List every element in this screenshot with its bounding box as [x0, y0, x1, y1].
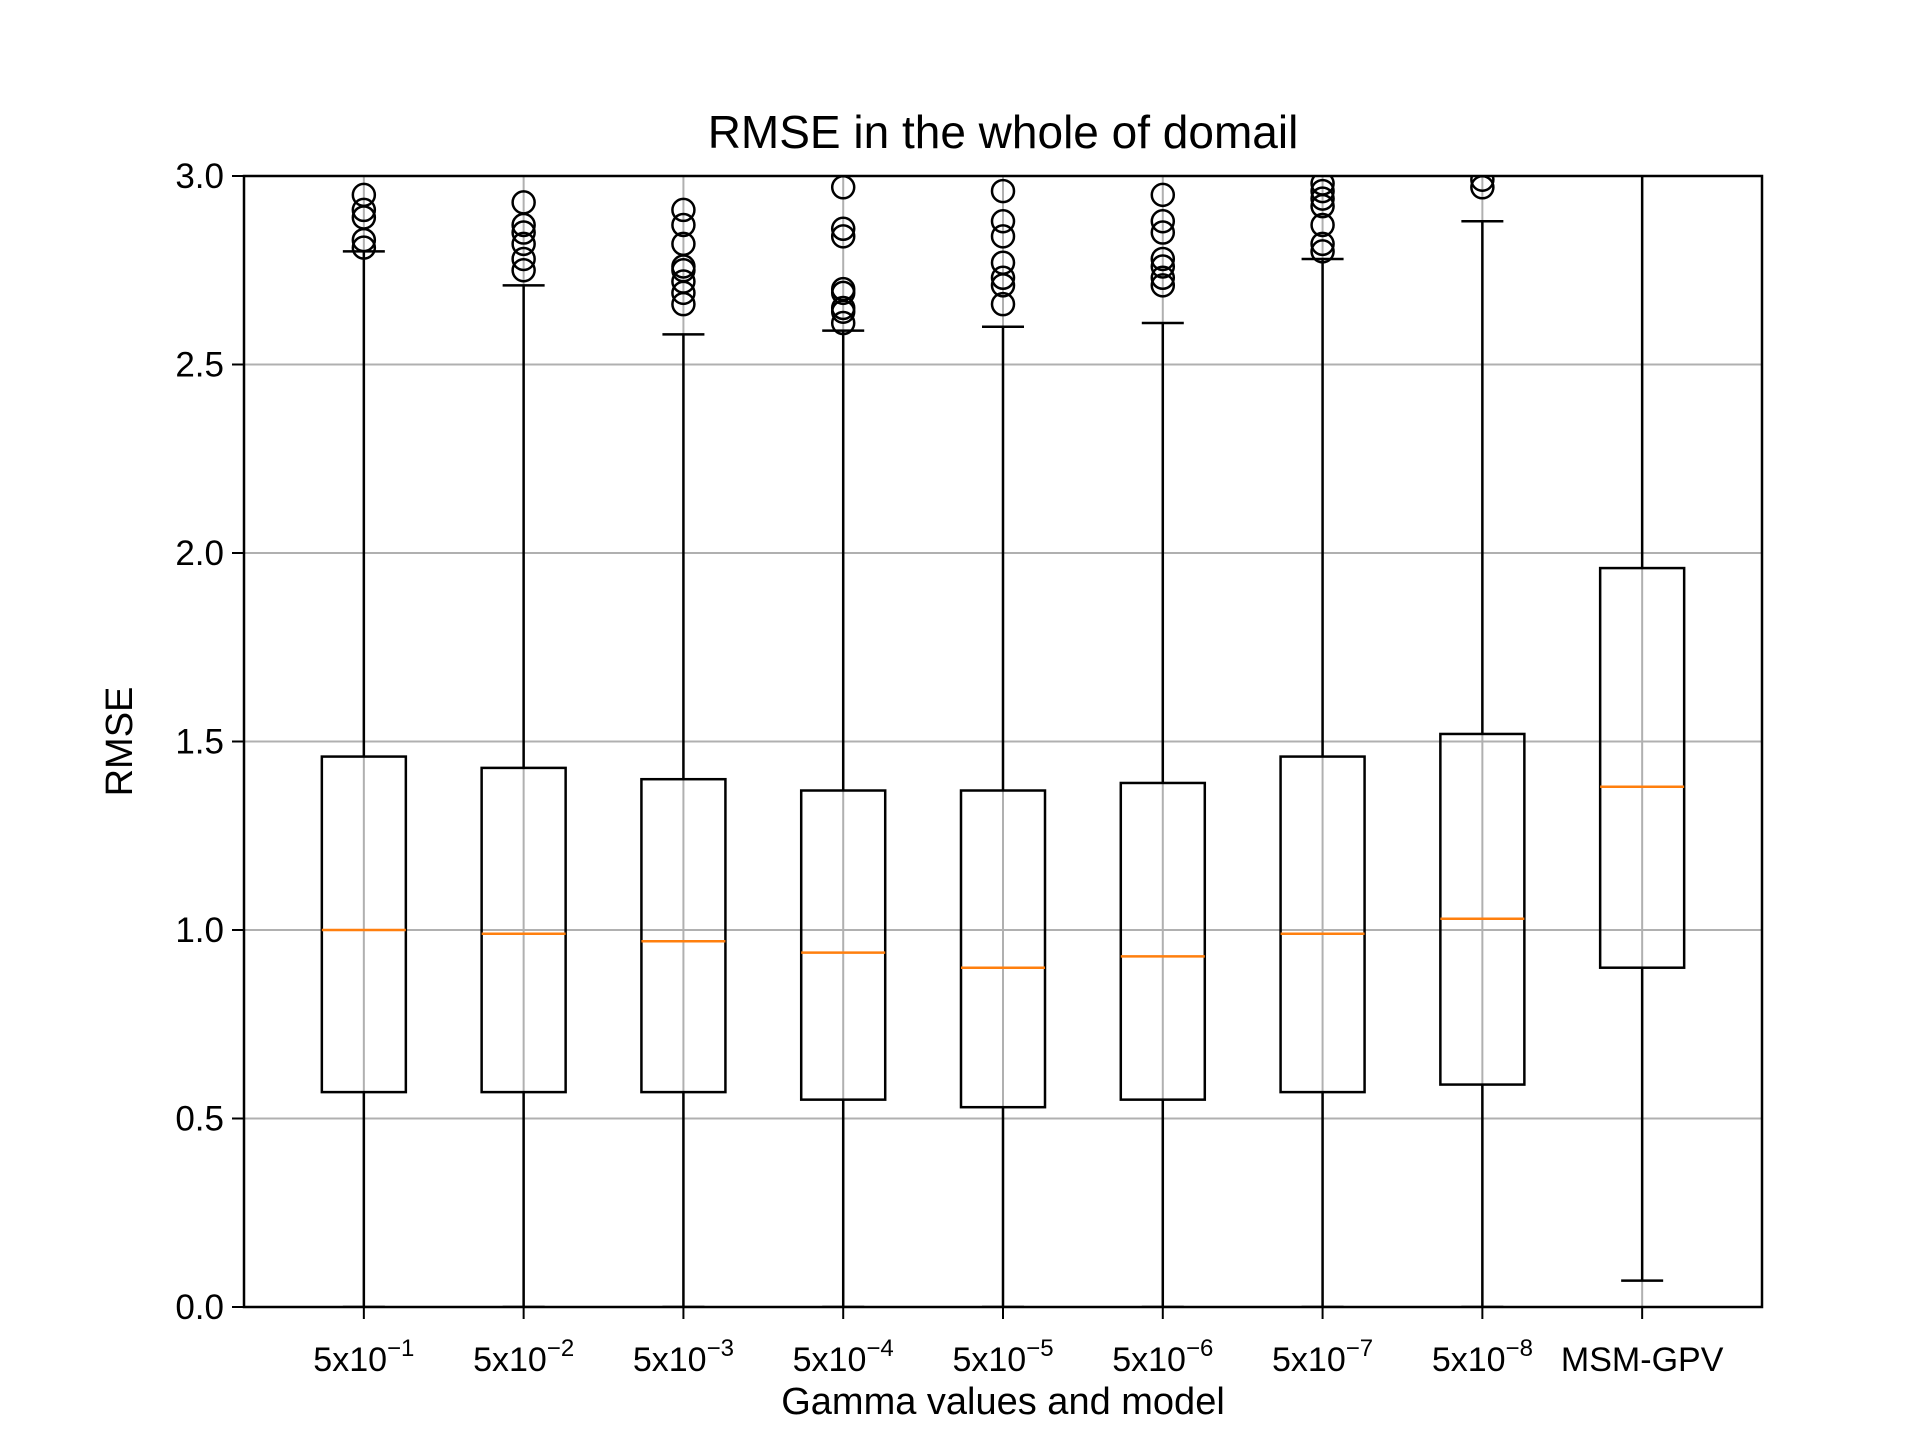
- outlier-point: [511, 246, 536, 272]
- outlier-point: [990, 224, 1016, 249]
- y-tick-label: 2.0: [175, 534, 224, 573]
- x-tick-label: 5x10−5: [952, 1335, 1053, 1379]
- outlier-point: [990, 208, 1016, 234]
- y-tick-label: 0.0: [175, 1288, 224, 1327]
- outlier-point: [511, 258, 536, 283]
- outlier-point: [830, 310, 856, 336]
- outlier-point: [830, 216, 856, 242]
- outlier-point: [1150, 254, 1176, 279]
- axis-layer: 0.0 0.5 1.0 1.5 2.0 2.5 3.0 5x10−1 5x10−2 5x10−3 5…: [175, 157, 1723, 1379]
- y-tick-label: 3.0: [175, 157, 224, 196]
- box-group: [799, 176, 887, 1307]
- box-group: [959, 178, 1047, 1307]
- outlier-point: [511, 220, 536, 245]
- outlier-point: [1150, 182, 1176, 208]
- x-tick-label: 5x10−4: [793, 1335, 894, 1379]
- outlier-point: [830, 276, 856, 302]
- x-tick-label: 5x10−7: [1272, 1335, 1373, 1379]
- outlier-point: [671, 231, 696, 257]
- y-tick-label: 2.5: [175, 346, 224, 385]
- outlier-point: [990, 291, 1016, 317]
- x-tick-label: 5x10−8: [1432, 1335, 1533, 1379]
- chart-title: RMSE in the whole of domail: [708, 106, 1299, 158]
- box-group: [320, 182, 408, 1307]
- iqr-box: [1439, 732, 1526, 1086]
- box-group: [640, 197, 727, 1307]
- outlier-point: [1310, 178, 1335, 204]
- iqr-box: [480, 766, 567, 1094]
- outlier-point: [671, 269, 696, 294]
- outlier-point: [1310, 212, 1335, 238]
- outlier-point: [1310, 176, 1335, 196]
- x-tick-label: 5x10−1: [313, 1335, 414, 1379]
- iqr-box: [1279, 755, 1366, 1094]
- outlier-point: [671, 212, 696, 238]
- outlier-point: [990, 178, 1016, 204]
- x-tick-label: 5x10−3: [633, 1335, 734, 1379]
- outlier-point: [351, 197, 377, 223]
- outlier-point: [990, 265, 1016, 291]
- outlier-point: [830, 295, 856, 321]
- outlier-point: [1310, 186, 1335, 211]
- y-tick-label: 1.0: [175, 911, 224, 950]
- x-tick-label: 5x10−6: [1112, 1335, 1213, 1379]
- box-group: [1598, 176, 1686, 1282]
- iqr-box: [1598, 566, 1686, 969]
- outlier-point: [1150, 265, 1176, 291]
- iqr-box: [1119, 781, 1207, 1101]
- outlier-point: [830, 224, 856, 249]
- outlier-point: [1150, 220, 1176, 245]
- outlier-point: [671, 197, 696, 223]
- outlier-point: [1470, 176, 1495, 193]
- outlier-point: [351, 182, 377, 208]
- outlier-point: [1150, 208, 1176, 234]
- box-group: [1119, 182, 1207, 1307]
- outlier-point: [511, 231, 536, 257]
- box-group: [480, 190, 567, 1307]
- x-tick-label: MSM-GPV: [1561, 1341, 1724, 1379]
- outlier-point: [1310, 239, 1335, 264]
- outlier-point: [511, 190, 536, 215]
- outlier-point: [1310, 231, 1335, 257]
- iqr-box: [320, 755, 408, 1094]
- y-axis-label: RMSE: [99, 687, 141, 797]
- outlier-point: [1150, 246, 1176, 272]
- y-tick-label: 0.5: [175, 1100, 224, 1139]
- x-axis-label: Gamma values and model: [781, 1381, 1225, 1423]
- outlier-point: [351, 235, 377, 260]
- y-tick-label: 1.5: [175, 723, 224, 762]
- outlier-point: [1150, 273, 1176, 298]
- iqr-box: [640, 777, 727, 1094]
- iqr-box: [959, 789, 1047, 1109]
- outlier-point: [990, 250, 1016, 275]
- box-group: [1279, 176, 1366, 1307]
- iqr-box: [799, 789, 887, 1101]
- x-tick-label: 5x10−2: [473, 1335, 574, 1379]
